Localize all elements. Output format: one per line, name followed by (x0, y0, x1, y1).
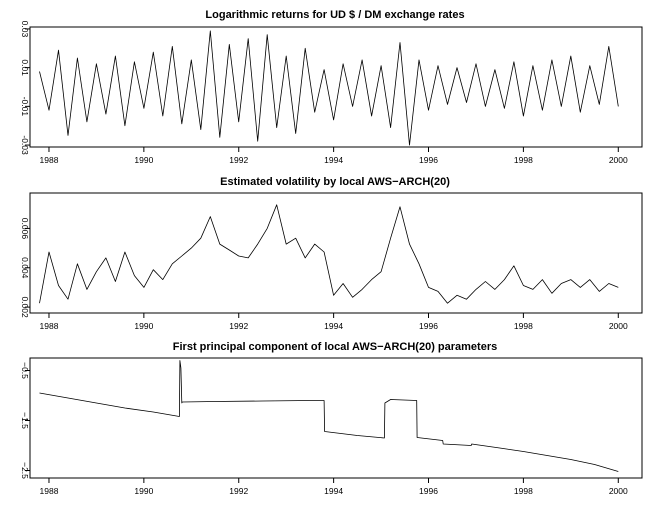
x-tick-label: 1990 (134, 321, 153, 331)
plot-frame (29, 192, 643, 314)
chart-title: Estimated volatility by local AWS−ARCH(2… (220, 176, 450, 188)
y-tick-label: -0.03 (20, 135, 30, 155)
chart-title: Logarithmic returns for UD $ / DM exchan… (205, 9, 464, 21)
y-tick-label: 0.01 (20, 59, 30, 76)
x-tick-label: 1996 (419, 155, 438, 165)
series-marks (39, 360, 619, 472)
x-tick-label: 1994 (324, 486, 343, 496)
x-tick-label: 1992 (229, 155, 248, 165)
x-tick-label: 1998 (514, 155, 533, 165)
panel-log-returns: Logarithmic returns for UD $ / DM exchan… (20, 9, 643, 165)
x-tick-label: 1988 (40, 486, 59, 496)
y-tick-label: 0.03 (20, 21, 30, 38)
y-tick-label: 0.002 (20, 296, 30, 318)
x-tick-label: 2000 (609, 155, 628, 165)
plot-frame (29, 26, 643, 148)
x-axis: 1988 1990 1992 1994 1996 1998 2000 (40, 478, 628, 496)
chart-title: First principal component of local AWS−A… (173, 341, 497, 353)
x-tick-label: 1994 (324, 155, 343, 165)
x-axis: 1988 1990 1992 1994 1996 1998 2000 (40, 313, 628, 331)
x-tick-label: 1998 (514, 321, 533, 331)
x-tick-label: 1996 (419, 486, 438, 496)
y-tick-label: 0.006 (20, 218, 30, 240)
x-tick-label: 2000 (609, 321, 628, 331)
x-tick-label: 1998 (514, 486, 533, 496)
x-tick-label: 1992 (229, 321, 248, 331)
y-axis: -0.03 -0.01 0.01 0.03 (20, 21, 30, 155)
series-marks (39, 204, 619, 304)
panel-principal-component: First principal component of local AWS−A… (20, 341, 643, 496)
series-line (39, 30, 619, 146)
series-line (39, 204, 619, 304)
x-tick-label: 1994 (324, 321, 343, 331)
y-tick-label: −2.5 (20, 462, 30, 479)
x-tick-label: 1988 (40, 155, 59, 165)
panel-volatility: Estimated volatility by local AWS−ARCH(2… (20, 176, 643, 331)
plot-frame (29, 357, 643, 479)
x-axis: 1988 1990 1992 1994 1996 1998 2000 (40, 147, 628, 165)
y-axis: −2.5 −1.5 −0.5 (20, 362, 30, 479)
series-line (39, 360, 619, 472)
series-marks (39, 30, 619, 146)
x-tick-label: 1990 (134, 486, 153, 496)
y-tick-label: −1.5 (20, 412, 30, 429)
x-tick-label: 1988 (40, 321, 59, 331)
x-tick-label: 1996 (419, 321, 438, 331)
y-axis: 0.002 0.004 0.006 (20, 218, 30, 318)
y-tick-label: −0.5 (20, 362, 30, 379)
x-tick-label: 1990 (134, 155, 153, 165)
y-tick-label: 0.004 (20, 257, 30, 279)
y-tick-label: -0.01 (20, 97, 30, 117)
x-tick-label: 1992 (229, 486, 248, 496)
x-tick-label: 2000 (609, 486, 628, 496)
